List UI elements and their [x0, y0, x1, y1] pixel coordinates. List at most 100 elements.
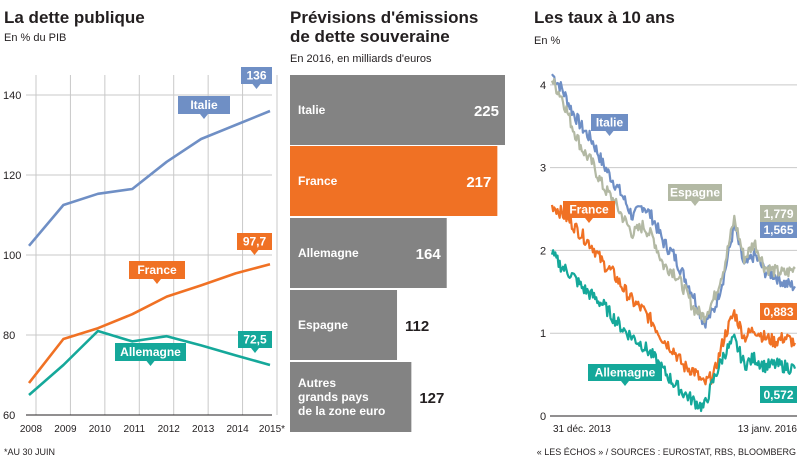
bar-value-allemagne: 164 [416, 246, 442, 263]
debt-x-tick-2010: 2010 [89, 424, 112, 435]
bar-label-france: France [298, 174, 338, 188]
bar-value-france: 217 [466, 174, 491, 191]
bar-chart-title-line-1: Prévisions d'émissions [290, 8, 479, 27]
debt-end-value-italie-box [241, 67, 272, 84]
bar-value-italie: 225 [474, 103, 499, 120]
rates-series-label-france-pointer [585, 218, 593, 223]
rates-series-label-france-text: France [569, 203, 609, 217]
rates-series-label-espagne-pointer [691, 201, 699, 206]
debt-series-label-allemagne-box [115, 343, 186, 361]
rates-line-italie [551, 73, 796, 329]
debt-end-value-france-text: 97,7 [243, 235, 267, 249]
rates-series-label-allemagne-pointer [621, 381, 629, 386]
footnote-right: « LES ÉCHOS » / SOURCES : EUROSTAT, RBS,… [536, 447, 796, 457]
rates-series-label-italie-pointer [605, 131, 614, 136]
debt-series-label-italie-pointer [200, 114, 208, 119]
debt-series-label-france-pointer [153, 279, 161, 284]
rates-series-label-espagne-box [668, 184, 722, 201]
rates-end-value-italie-text: 1,565 [763, 223, 793, 237]
rates-series-label-espagne: Espagne [668, 184, 722, 206]
rates-end-value-france-text: 0,883 [763, 305, 793, 319]
rates-end-value-espagne-box [760, 205, 797, 222]
debt-end-value-allemagne-box [238, 331, 272, 348]
debt-x-tick-2014: 2014 [226, 424, 249, 435]
rates-series-label-allemagne-box [588, 364, 662, 381]
rates-line-allemagne [550, 249, 797, 413]
rates-end-value-allemagne-box [760, 386, 797, 403]
debt-end-value-allemagne-text: 72,5 [243, 333, 267, 347]
rates-end-value-france-box [760, 303, 797, 320]
rates-series-label-italie: Italie [591, 114, 628, 136]
rates-series-label-italie-box [591, 114, 628, 131]
debt-y-tick-140: 140 [3, 90, 21, 102]
debt-y-tick-60: 60 [3, 410, 15, 422]
bar-value-autres: 127 [419, 390, 444, 407]
bar-chart-title-line-2: de dette souveraine [290, 27, 450, 46]
bar-espagne [290, 290, 398, 360]
bar-label-autres-line-2: de la zone euro [298, 404, 385, 418]
bar-france [290, 146, 498, 216]
rates-x-start: 31 déc. 2013 [553, 424, 611, 435]
debt-line-france [27, 262, 271, 384]
rates-series-label-allemagne: Allemagne [588, 364, 662, 386]
debt-x-tick-2008: 2008 [20, 424, 43, 435]
rates-series-label-espagne-text: Espagne [670, 186, 720, 200]
debt-chart-subtitle: En % du PIB [4, 32, 67, 44]
bar-chart-subtitle: En 2016, en milliards d'euros [290, 53, 432, 65]
bar-label-allemagne: Allemagne [298, 246, 359, 260]
rates-y-tick-3: 3 [540, 163, 546, 175]
rates-series-label-france-box [563, 201, 615, 218]
bar-allemagne [290, 218, 447, 288]
debt-end-value-france-box [237, 233, 272, 250]
debt-line-italie [28, 109, 271, 247]
debt-end-value-france: 97,7 [237, 233, 272, 255]
debt-end-value-allemagne-pointer [251, 348, 259, 353]
rates-end-value-france: 0,883 [760, 303, 797, 320]
bar-autres [290, 362, 412, 432]
footnote-left: *AU 30 JUIN [4, 447, 56, 457]
debt-end-value-france-pointer [250, 250, 259, 255]
rates-y-tick-1: 1 [540, 328, 546, 340]
debt-chart-title: La dette publique [4, 8, 145, 27]
debt-series-label-allemagne-text: Allemagne [120, 345, 181, 359]
debt-x-tick-2015*: 2015* [259, 424, 285, 435]
bar-label-autres-line-1: grands pays [298, 390, 369, 404]
rates-series-label-italie-text: Italie [596, 116, 624, 130]
rates-x-end: 13 janv. 2016 [738, 424, 798, 435]
rates-y-tick-2: 2 [540, 245, 546, 257]
rates-series-label-france: France [563, 201, 615, 223]
debt-series-label-italie: Italie [178, 96, 230, 119]
debt-y-tick-80: 80 [3, 330, 15, 342]
rates-line-france [550, 204, 796, 386]
rates-end-value-allemagne: 0,572 [760, 386, 797, 403]
debt-x-tick-2013: 2013 [192, 424, 215, 435]
debt-series-label-france: France [129, 261, 185, 284]
debt-series-label-france-text: France [137, 263, 177, 277]
rates-end-value-espagne-text: 1,779 [763, 207, 793, 221]
bar-label-espagne: Espagne [298, 318, 348, 332]
bar-label-italie: Italie [298, 103, 326, 117]
rates-series-label-allemagne-text: Allemagne [595, 366, 656, 380]
debt-end-value-allemagne: 72,5 [238, 331, 272, 353]
rates-chart-title: Les taux à 10 ans [534, 8, 675, 27]
debt-end-value-italie-pointer [252, 84, 261, 89]
debt-series-label-france-box [129, 261, 185, 279]
bar-value-espagne: 112 [405, 318, 429, 335]
bar-italie [290, 75, 505, 145]
debt-series-label-italie-text: Italie [190, 98, 218, 112]
debt-line-allemagne [28, 329, 271, 396]
debt-x-tick-2012: 2012 [158, 424, 181, 435]
rates-y-tick-0: 0 [540, 411, 546, 423]
debt-x-tick-2009: 2009 [54, 424, 77, 435]
rates-y-tick-4: 4 [540, 80, 546, 92]
debt-series-label-italie-box [178, 96, 230, 114]
rates-chart-subtitle: En % [534, 35, 561, 47]
debt-series-label-allemagne-pointer [146, 361, 155, 366]
bar-label-autres-line-0: Autres [298, 376, 336, 390]
rates-end-value-italie-box [760, 221, 797, 238]
debt-end-value-italie: 136 [241, 67, 272, 89]
debt-y-tick-120: 120 [3, 170, 21, 182]
